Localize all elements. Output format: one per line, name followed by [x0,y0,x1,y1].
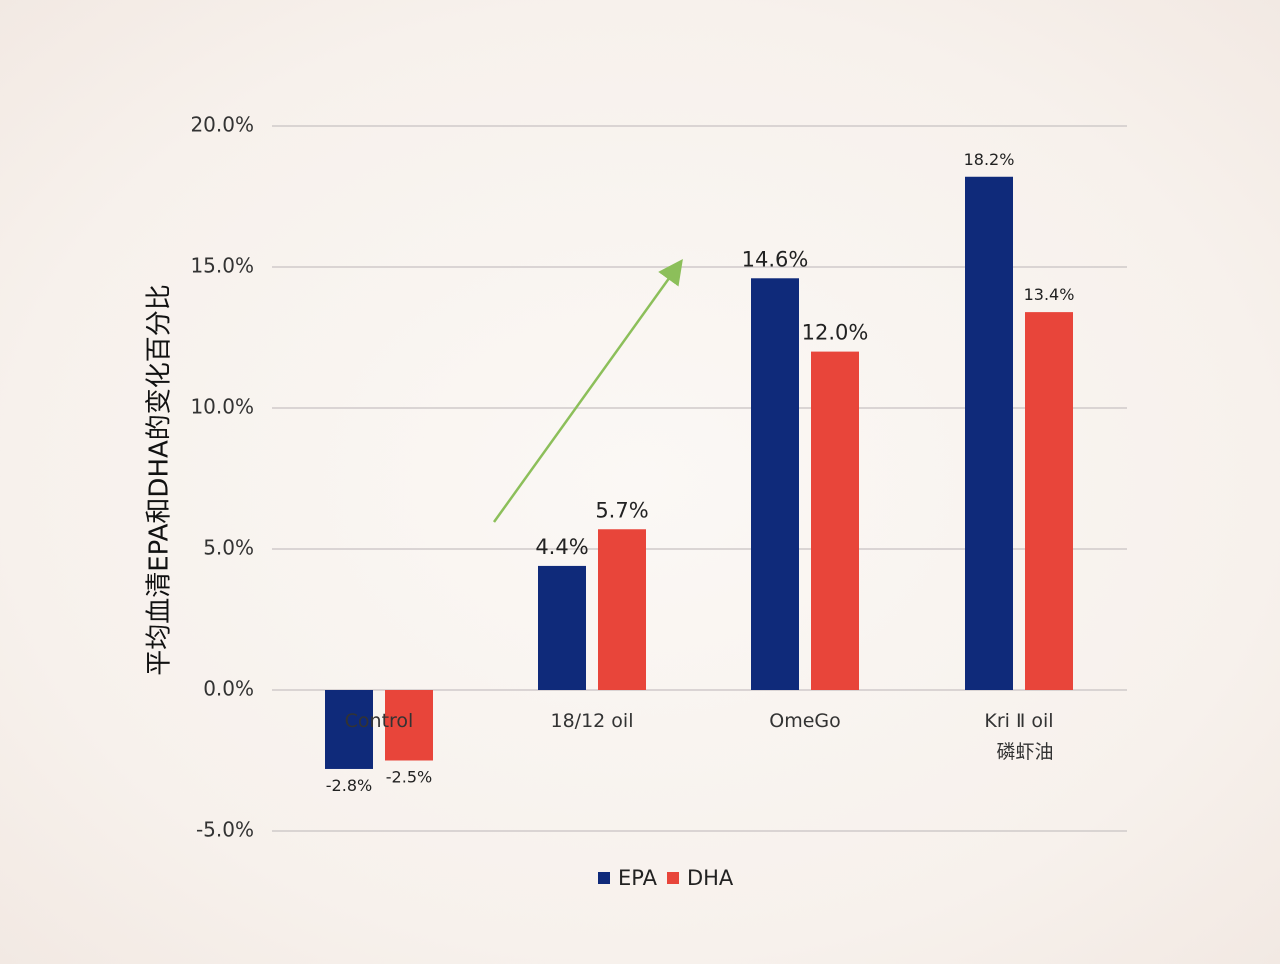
legend-label-dha: DHA [686,866,734,890]
bar-dha [1025,312,1073,690]
bar-epa [751,278,799,690]
bar-dha [385,690,433,761]
data-label: 12.0% [802,321,869,345]
y-tick-label: 15.0% [190,254,254,278]
data-label: -2.8% [326,776,372,795]
category-label: Kri Ⅱ oil [984,710,1053,732]
trend-arrow [492,258,683,523]
bar-epa [965,176,1013,690]
data-label: 4.4% [535,535,588,559]
data-labels: -2.8% -2.5% 4.4% 5.7% 14.6% 12.0% 18.2% 13.4% [326,150,1075,795]
y-axis-label: 平均血清EPA和DHA的变化百分比 [145,284,175,676]
data-label: 18.2% [964,150,1015,169]
legend-label-epa: EPA [618,866,657,890]
bar-dha [811,351,859,690]
legend-item-epa: EPA [598,866,657,890]
bars [325,176,1073,769]
data-label: 5.7% [595,498,648,522]
category-label: OmeGo [769,710,841,732]
bar-epa [325,690,373,769]
y-tick-label: 0.0% [203,677,254,701]
legend-swatch-epa [598,872,610,884]
category-label: Control [345,710,414,732]
y-tick-label: -5.0% [196,818,254,842]
y-tick-label: 10.0% [190,395,254,419]
legend: EPA DHA [598,866,733,890]
category-labels: Control 18/12 oil OmeGo Kri Ⅱ oil 磷虾油 [345,710,1054,763]
data-label: 13.4% [1024,285,1075,304]
category-label: 18/12 oil [551,710,634,732]
legend-item-dha: DHA [666,866,734,890]
bar-epa [538,565,586,690]
category-sublabel: 磷虾油 [996,741,1053,763]
data-label: 14.6% [742,247,809,271]
bar-dha [598,529,646,690]
y-axis-ticks: -5.0% 0.0% 5.0% 10.0% 15.0% 20.0% [190,113,254,842]
y-tick-label: 20.0% [190,113,254,137]
legend-swatch-dha [666,872,679,884]
trend-arrow-line [492,258,683,523]
data-label: -2.5% [386,768,432,787]
y-tick-label: 5.0% [203,536,254,560]
